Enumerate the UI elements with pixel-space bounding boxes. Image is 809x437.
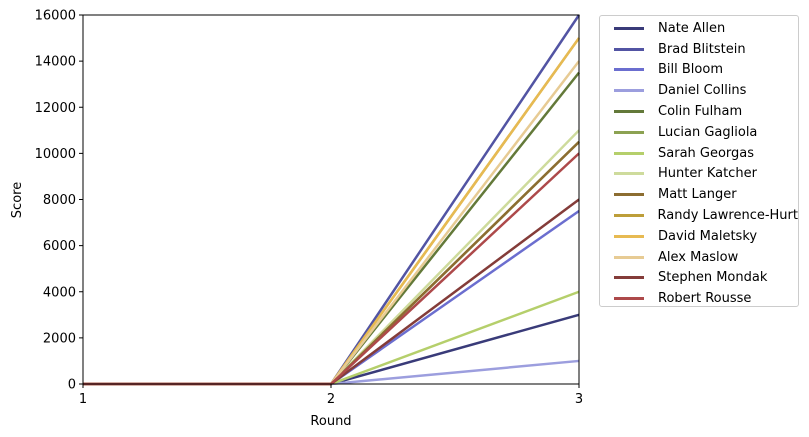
legend-line-icon: [614, 172, 644, 176]
chart-legend: Nate Allen Brad Blitstein Bill Bloom Daniel…: [599, 15, 799, 307]
y-tick-label: 10000: [35, 147, 76, 162]
series-line: [83, 37, 581, 386]
legend-line-icon: [614, 234, 644, 238]
legend-item: Hunter Katcher: [600, 164, 798, 185]
legend-item: Brad Blitstein: [600, 39, 798, 60]
legend-line-icon: [614, 276, 644, 280]
legend-item: Matt Langer: [600, 184, 798, 205]
legend-label: Brad Blitstein: [658, 41, 746, 57]
series-line: [83, 198, 580, 386]
legend-line-icon: [614, 26, 644, 30]
legend-line-icon: [614, 193, 644, 197]
legend-item: Colin Fulham: [600, 101, 798, 122]
legend-line-icon: [614, 214, 644, 218]
legend-item: Stephen Mondak: [600, 268, 798, 289]
series-lines: [83, 14, 581, 386]
legend-label: Sarah Georgas: [658, 145, 755, 161]
series-line: [83, 37, 581, 386]
legend-label: Lucian Gagliola: [658, 124, 758, 140]
series-line: [83, 313, 580, 386]
y-tick-label: 12000: [35, 101, 76, 116]
series-line: [83, 290, 580, 386]
legend-label: Colin Fulham: [658, 104, 743, 120]
legend-label: Alex Maslow: [658, 249, 739, 265]
y-tick-label: 0: [68, 378, 76, 393]
legend-label: Randy Lawrence-Hurt: [657, 208, 798, 224]
legend-line-icon: [614, 68, 644, 72]
legend-label: Nate Allen: [658, 20, 726, 36]
series-line: [83, 210, 580, 386]
legend-item: Daniel Collins: [600, 80, 798, 101]
legend-item: Robert Rousse: [600, 288, 798, 309]
x-axis-ticks: 1 2 3: [79, 384, 583, 407]
y-tick-label: 14000: [35, 55, 76, 70]
plot-frame: [82, 14, 580, 385]
legend-line-icon: [614, 89, 644, 93]
y-axis-title: Score: [10, 182, 25, 218]
legend-item: Lucian Gagliola: [600, 122, 798, 143]
legend-line-icon: [614, 151, 644, 155]
x-tick-label: 1: [79, 392, 87, 407]
x-tick-label: 3: [575, 392, 583, 407]
legend-item: Bill Bloom: [600, 60, 798, 81]
legend-item: Sarah Georgas: [600, 143, 798, 164]
series-line: [83, 152, 580, 386]
legend-item: David Maletsky: [600, 226, 798, 247]
series-line: [83, 71, 580, 386]
series-line: [83, 359, 580, 386]
legend-item: Alex Maslow: [600, 247, 798, 268]
y-tick-label: 8000: [43, 193, 76, 208]
y-tick-label: 16000: [35, 9, 76, 24]
legend-label: Stephen Mondak: [658, 270, 768, 286]
legend-label: Robert Rousse: [658, 291, 752, 307]
legend-line-icon: [614, 297, 644, 301]
legend-label: Daniel Collins: [658, 83, 747, 99]
y-tick-label: 4000: [43, 285, 76, 300]
y-tick-label: 6000: [43, 239, 76, 254]
series-line: [83, 14, 581, 386]
legend-item: Nate Allen: [600, 18, 798, 39]
x-tick-label: 2: [327, 392, 335, 407]
y-tick-label: 2000: [43, 331, 76, 346]
legend-label: David Maletsky: [658, 228, 758, 244]
legend-line-icon: [614, 130, 644, 134]
legend-label: Hunter Katcher: [658, 166, 757, 182]
legend-item: Randy Lawrence-Hurt: [600, 205, 798, 226]
legend-label: Matt Langer: [658, 187, 737, 203]
legend-line-icon: [614, 255, 644, 259]
x-axis-title: Round: [310, 414, 351, 429]
y-axis-ticks: 0 2000 4000 6000 8000 10000 12000 14000 16000: [35, 9, 83, 393]
legend-label: Bill Bloom: [658, 62, 723, 78]
series-line: [83, 129, 580, 386]
legend-line-icon: [614, 110, 644, 114]
legend-line-icon: [614, 47, 644, 51]
